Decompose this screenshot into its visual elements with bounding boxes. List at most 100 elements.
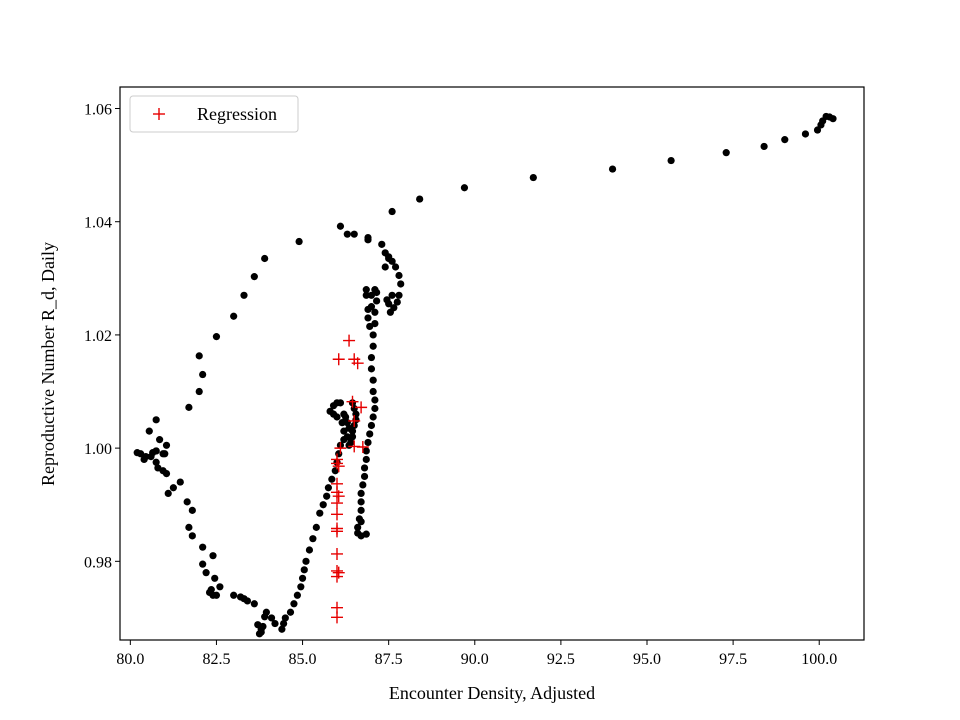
data-point-observed	[195, 387, 203, 396]
y-tick-label: 1.06	[84, 102, 112, 119]
data-point-observed	[608, 165, 617, 173]
data-point-observed	[801, 130, 810, 138]
y-axis-label: Reproductive Number R_d, Daily	[38, 242, 58, 486]
data-point-observed	[216, 583, 224, 591]
data-point-observed	[335, 450, 343, 458]
data-point-observed	[250, 600, 258, 608]
data-point-observed	[298, 574, 307, 582]
data-point-observed	[211, 574, 219, 582]
data-point-observed	[309, 535, 317, 543]
data-point-observed	[360, 464, 369, 472]
data-point-regression	[331, 611, 343, 624]
x-tick-label: 90.0	[461, 651, 489, 668]
data-point-observed	[369, 413, 377, 421]
data-point-observed	[278, 625, 286, 633]
data-point-observed	[261, 613, 269, 621]
data-point-observed	[350, 230, 358, 238]
data-point-observed	[297, 583, 305, 591]
data-point-observed	[188, 506, 196, 514]
data-point-observed	[357, 518, 365, 526]
x-tick-label: 95.0	[633, 651, 661, 668]
data-point-observed	[373, 297, 381, 305]
data-point-observed	[781, 136, 789, 144]
data-point-observed	[295, 237, 303, 246]
data-point-regression	[331, 508, 343, 521]
data-point-observed	[362, 455, 370, 464]
data-point-observed	[388, 291, 396, 299]
data-point-regression	[355, 401, 368, 414]
data-point-observed	[336, 222, 345, 230]
data-point-observed	[212, 333, 221, 341]
data-point-observed	[340, 436, 348, 444]
data-point-observed	[316, 509, 324, 517]
data-point-observed	[199, 543, 207, 551]
data-point-observed	[280, 619, 288, 628]
data-point-observed	[195, 352, 203, 360]
data-point-observed	[240, 291, 248, 299]
legend-label-regression: Regression	[197, 104, 277, 124]
data-point-observed	[328, 475, 336, 483]
data-point-observed	[391, 263, 400, 271]
legend-marker-regression	[153, 108, 165, 120]
x-tick-label: 100.0	[801, 651, 837, 668]
data-point-observed	[230, 591, 238, 599]
y-tick-label: 1.02	[84, 328, 112, 345]
data-point-observed	[667, 156, 675, 165]
data-point-observed	[393, 298, 401, 306]
data-point-observed	[205, 588, 214, 597]
data-point-observed	[359, 481, 367, 489]
data-point-observed	[261, 254, 269, 263]
data-point-observed	[281, 614, 289, 622]
data-point-observed	[362, 291, 370, 299]
data-point-observed	[154, 464, 162, 472]
data-point-observed	[362, 286, 370, 294]
data-point-regression	[331, 457, 343, 470]
data-point-observed	[366, 430, 374, 438]
data-point-observed	[185, 403, 193, 411]
x-tick-label: 85.0	[289, 651, 317, 668]
data-point-observed	[300, 566, 308, 574]
data-point-observed	[188, 532, 196, 540]
data-point-observed	[183, 498, 191, 506]
data-point-observed	[364, 314, 372, 322]
data-point-observed	[199, 370, 207, 379]
data-point-observed	[267, 614, 276, 622]
data-point-observed	[357, 489, 365, 498]
x-tick-label: 80.0	[116, 651, 144, 668]
data-point-observed	[378, 240, 386, 248]
data-point-observed	[329, 402, 338, 410]
data-point-observed	[145, 427, 153, 435]
data-point-regression	[331, 570, 343, 583]
data-point-regression	[346, 395, 359, 408]
data-point-observed	[331, 467, 339, 475]
data-point-observed	[366, 322, 374, 331]
data-point-observed	[367, 291, 376, 299]
data-point-observed	[152, 458, 160, 466]
data-point-observed	[371, 404, 379, 413]
data-point-regression	[334, 442, 347, 455]
data-point-observed	[230, 312, 238, 320]
data-point-observed	[760, 142, 768, 151]
data-point-observed	[385, 254, 393, 263]
observed-series	[133, 112, 837, 638]
data-point-observed	[348, 433, 357, 441]
data-point-regression	[331, 525, 343, 538]
data-point-observed	[162, 441, 171, 449]
data-point-observed	[367, 421, 376, 430]
data-point-observed	[343, 230, 351, 238]
data-point-observed	[302, 557, 310, 565]
data-point-observed	[161, 450, 169, 458]
data-point-observed	[312, 523, 320, 531]
data-point-observed	[236, 593, 245, 601]
data-point-observed	[185, 523, 193, 531]
data-point-observed	[813, 126, 822, 134]
data-point-observed	[367, 353, 376, 362]
data-point-regression	[351, 357, 364, 370]
data-point-observed	[209, 552, 217, 560]
data-point-observed	[364, 438, 372, 447]
y-tick-label: 1.04	[84, 215, 112, 232]
x-tick-label: 82.5	[202, 651, 230, 668]
data-point-observed	[340, 427, 348, 435]
data-point-regression	[332, 490, 345, 503]
data-point-observed	[362, 530, 370, 538]
